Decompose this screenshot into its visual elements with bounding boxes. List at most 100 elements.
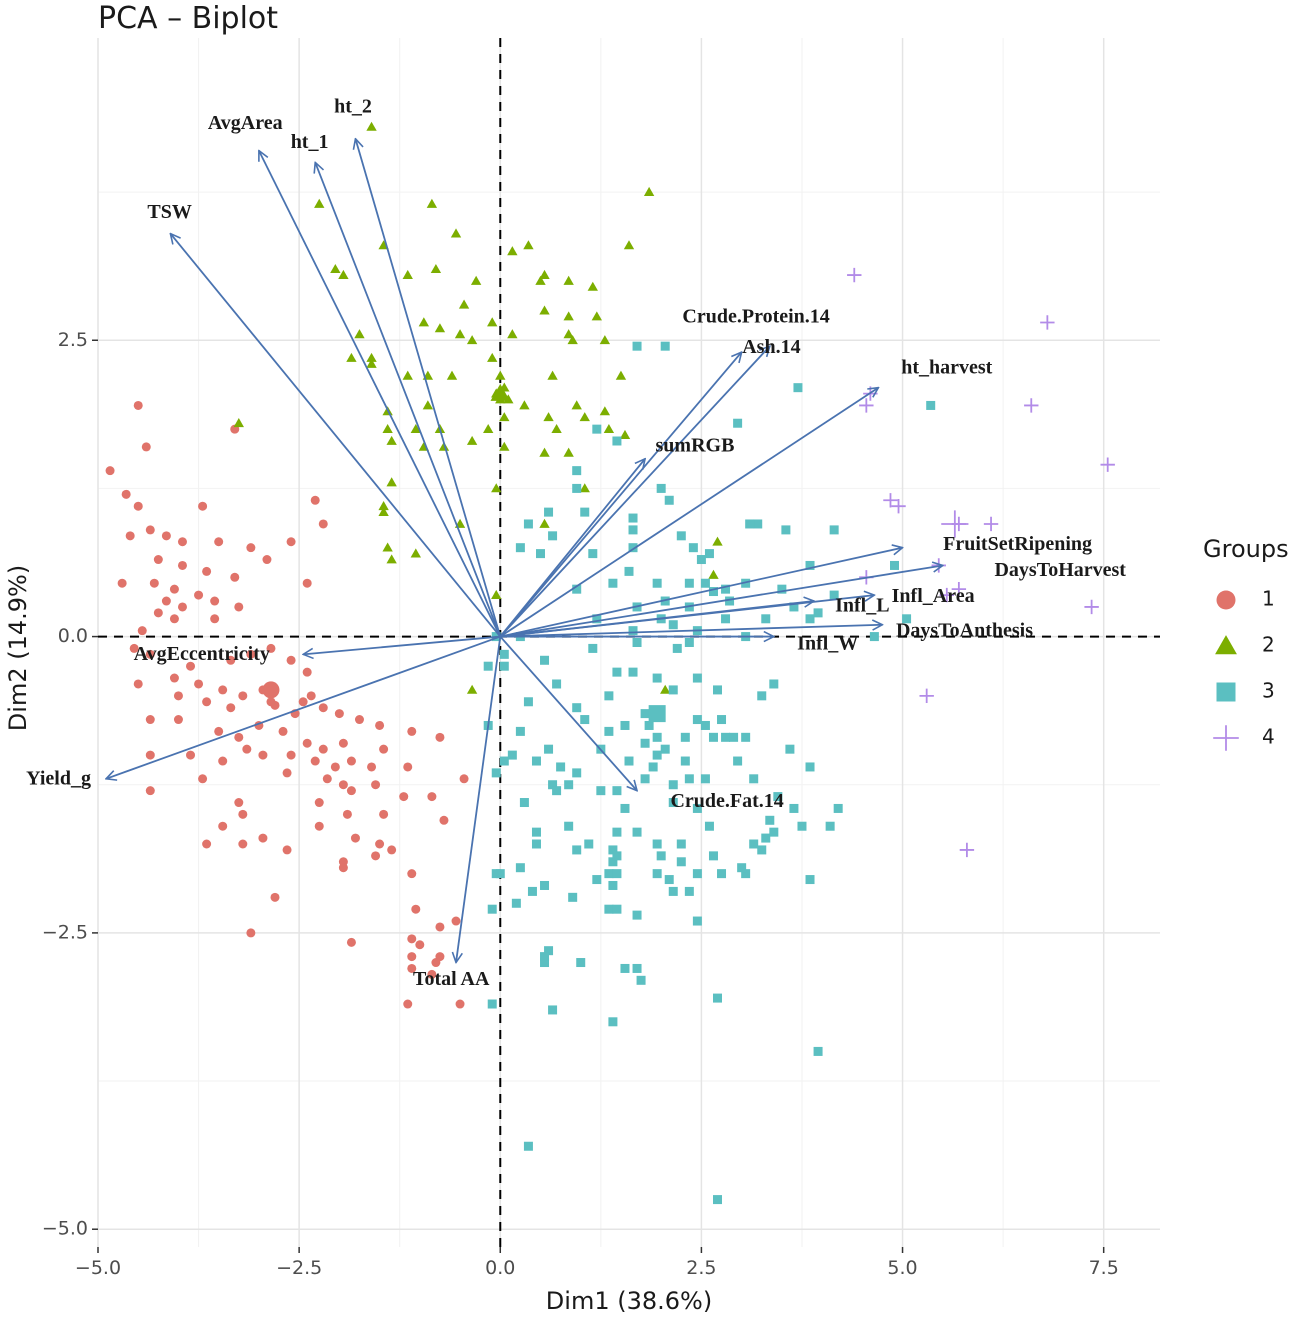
data-point-group-1 [230,572,240,582]
data-point-group-3 [588,549,598,559]
data-point-group-3 [531,756,541,766]
data-point-group-1 [379,744,389,754]
data-point-group-1 [270,892,280,902]
data-point-group-3 [632,341,642,351]
data-point-group-2 [708,569,719,579]
data-point-group-1 [117,578,127,588]
data-point-group-3 [632,963,642,973]
data-point-group-1 [330,762,340,772]
data-point-group-1 [125,531,135,541]
data-point-group-3 [825,821,835,831]
data-point-group-4 [891,498,906,514]
group-centroid-1 [262,681,280,699]
data-point-group-1 [169,584,179,594]
group-centroid-4 [941,510,969,538]
data-point-group-1 [194,590,204,600]
data-point-group-1 [173,691,183,701]
data-point-group-3 [527,886,537,896]
data-point-group-1 [318,744,328,754]
variable-labels: AvgArea ht_2ht_1 TSW Crude.Protein.14 Ash.14… [26,96,1126,990]
data-point-group-3 [692,916,702,926]
data-point-group-3 [628,543,638,553]
data-point-group-2 [466,435,478,445]
data-point-group-3 [608,857,618,867]
variable-label: Crude.Fat.14 [670,790,783,812]
data-point-group-3 [640,709,650,719]
data-point-group-3 [805,614,815,624]
data-point-group-2 [567,335,578,345]
data-point-group-3 [636,975,646,985]
data-point-group-2 [466,684,478,694]
data-point-group-3 [572,768,582,778]
data-point-group-2 [499,412,510,422]
data-point-group-2 [603,423,615,434]
data-point-group-3 [805,560,815,570]
data-point-group-3 [568,892,578,902]
data-point-group-3 [696,555,706,565]
data-point-group-1 [145,786,155,796]
variable-label: Infl_W [797,632,858,654]
data-point-group-3 [540,655,550,665]
data-point-group-3 [684,886,694,896]
data-point-group-3 [531,839,541,849]
data-point-group-2 [563,275,574,285]
data-point-group-2 [466,335,478,345]
data-point-group-3 [604,869,614,879]
data-point-group-1 [226,703,236,713]
data-point-group-3 [721,584,731,594]
data-point-group-3 [797,821,807,831]
data-point-group-2 [426,198,438,208]
legend-key-2 [1215,635,1237,655]
data-point-group-3 [487,904,497,914]
data-point-group-3 [680,732,690,742]
data-point-group-1 [141,442,151,452]
y-tick-label: −5.0 [42,1218,88,1240]
data-point-group-3 [572,845,582,855]
data-point-group-3 [733,418,743,428]
data-point-group-1 [427,969,437,979]
scatter-points [105,121,1115,1205]
variable-label: AvgEccentricity [134,643,270,665]
data-point-group-3 [680,756,690,766]
data-point-group-1 [407,952,417,962]
variable-label: Crude.Protein.14 [682,305,829,327]
legend: Groups 1 2 3 4 [1203,535,1289,751]
data-point-group-1 [407,934,417,944]
data-point-group-1 [246,928,256,938]
data-point-group-1 [246,543,256,553]
data-point-group-3 [781,525,791,535]
y-tick-label: 2.5 [58,329,88,351]
data-point-group-3 [644,720,654,730]
variable-label: DaysToHarvest [994,559,1126,581]
data-point-group-3 [692,715,702,725]
data-point-group-1 [338,863,348,873]
data-point-group-1 [105,466,115,476]
data-point-group-2 [402,269,413,279]
data-point-group-3 [515,726,525,736]
data-point-group-3 [648,762,658,772]
data-point-group-2 [382,542,393,552]
data-point-group-3 [540,958,550,968]
data-point-group-3 [652,673,662,683]
data-point-group-2 [571,400,582,410]
data-point-group-1 [379,809,389,819]
arrow-ht-1 [315,162,502,637]
data-point-group-2 [366,121,377,131]
variable-label: Ash.14 [742,336,800,358]
data-point-group-3 [487,999,497,1009]
data-point-group-2 [587,281,598,291]
data-point-group-1 [246,649,256,659]
data-point-group-2 [660,684,671,694]
data-point-group-3 [684,578,694,588]
variable-arrows [106,139,943,963]
data-point-group-1 [350,833,360,843]
data-point-group-3 [628,667,638,677]
data-point-group-1 [186,661,196,671]
variable-label: FruitSetRipening [943,533,1092,555]
data-point-group-1 [153,555,163,565]
data-point-group-1 [133,501,143,511]
data-point-group-3 [708,732,718,742]
data-point-group-3 [676,531,686,541]
data-point-group-1 [286,750,296,760]
data-point-group-2 [491,483,502,493]
